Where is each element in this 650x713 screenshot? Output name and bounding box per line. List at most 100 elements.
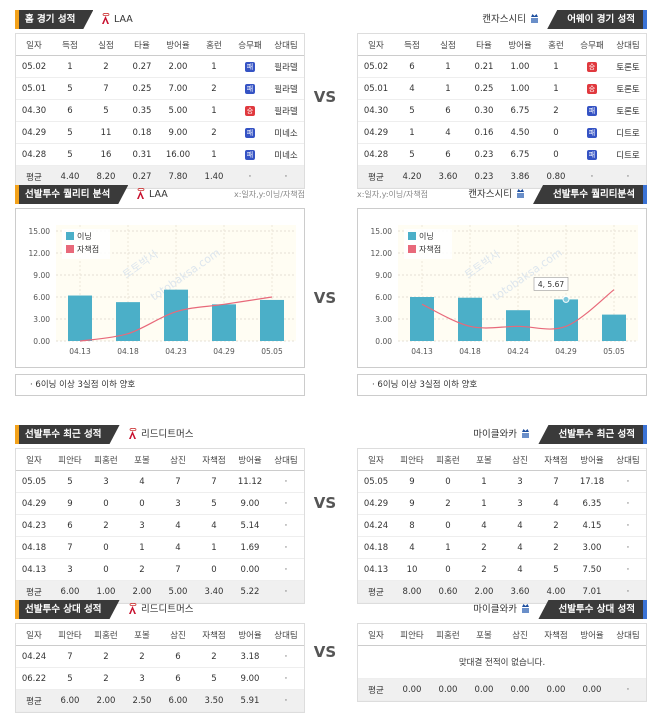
panel-header: 홈 경기 성적 LAA: [15, 10, 305, 29]
logo-crown: [522, 429, 529, 432]
header-team: 캔자스시티: [468, 185, 529, 204]
cell: 0: [88, 492, 124, 515]
cell: 평균: [358, 678, 394, 701]
cell: 9: [52, 492, 88, 515]
cell: 6: [394, 55, 430, 78]
bar: [212, 304, 236, 341]
cell: 2: [466, 536, 502, 559]
cell: 11.12: [232, 470, 268, 493]
panel-header: 선발투수 퀄리티 분석 LAA x:일자,y:이닝/자책점: [15, 185, 305, 204]
cell: 8: [394, 514, 430, 537]
column-header: 피홈런: [430, 449, 466, 471]
table-panel: 어웨이 경기 성적 캔자스시티 일자 득점 실점 타율 방어율 홈런 승무패 상대팀 05.02 6 1…: [357, 10, 647, 189]
cell: 5: [52, 667, 88, 690]
cell: 5.14: [232, 514, 268, 537]
column-header: 방어율: [232, 624, 268, 646]
header-team: 마이클와카: [473, 600, 534, 619]
data-row: 05.01 5 7 0.25 7.00 2 패 필라델: [16, 77, 304, 100]
header-title: 어웨이 경기 성적: [547, 10, 647, 29]
cell: 3: [88, 470, 124, 493]
vs-label: VS: [313, 494, 337, 512]
result-badge: 패: [587, 127, 597, 138]
team-name: 리드디트머스: [141, 429, 194, 440]
cell: 0.30: [466, 99, 502, 122]
data-row: 04.29 9 2 1 3 4 6.35 ·: [358, 492, 646, 515]
vs-label: VS: [313, 643, 337, 661]
cell: 2: [124, 558, 160, 581]
cell: 05.02: [358, 55, 394, 78]
cell: 05.02: [16, 55, 52, 78]
cell: ·: [610, 678, 646, 701]
average-row: 평균 4.20 3.60 0.23 3.86 0.80 · ·: [358, 165, 646, 188]
cell: ·: [268, 514, 304, 537]
cell: 5.91: [232, 689, 268, 712]
cell: 0.31: [124, 143, 160, 166]
cell: 1: [538, 77, 574, 100]
average-row: 평균 0.00 0.00 0.00 0.00 0.00 0.00 ·: [358, 678, 646, 701]
cell: 2: [196, 645, 232, 668]
cell: 05.01: [358, 77, 394, 100]
header-row: 일자 피안타 피홈런 포볼 삼진 자책점 방어율 상대팀: [16, 624, 304, 646]
cell: 11: [88, 121, 124, 144]
cell: ·: [268, 667, 304, 690]
chart-note: · 6이닝 이상 3실점 이하 양호: [357, 374, 647, 396]
column-header: 포볼: [466, 449, 502, 471]
header-team: 리드디트머스: [124, 425, 193, 444]
cell: 1: [430, 55, 466, 78]
header-title: 선발투수 퀄리티 분석: [15, 185, 128, 204]
bar: [602, 314, 626, 341]
cell: ·: [268, 645, 304, 668]
logo-halo: [137, 188, 145, 192]
team-name: LAA: [149, 189, 168, 200]
column-header: 일자: [16, 624, 52, 646]
cell: 평균: [358, 580, 394, 603]
table-box: 일자 피안타 피홈런 포볼 삼진 자책점 방어율 상대팀 04.24 7 2 2 6 2 3.18 · 06.2…: [15, 623, 305, 713]
cell: 0.23: [466, 143, 502, 166]
cell: 3.86: [502, 165, 538, 188]
cell: 5: [52, 143, 88, 166]
result-badge: 패: [245, 61, 255, 72]
data-row: 04.28 5 6 0.23 6.75 0 패 디트로: [358, 143, 646, 166]
cell: 6.00: [52, 689, 88, 712]
cell: 7: [538, 470, 574, 493]
cell: 3: [124, 514, 160, 537]
header-team: 캔자스시티: [482, 10, 543, 29]
cell: 미네소: [268, 121, 304, 144]
result-cell: 패: [574, 143, 610, 166]
header-row: 일자 피안타 피홈런 포볼 삼진 자책점 방어율 상대팀: [16, 449, 304, 471]
panel-header: 선발투수 상대 성적 리드디트머스: [15, 600, 305, 619]
legend-swatch: [408, 232, 416, 240]
data-row: 04.28 5 16 0.31 16.00 1 패 미네소: [16, 143, 304, 166]
cell: 0: [538, 143, 574, 166]
column-header: 피홈런: [88, 624, 124, 646]
x-tick-label: 05.05: [603, 347, 625, 356]
y-tick-label: 9.00: [375, 271, 392, 280]
data-row: 04.29 9 0 0 3 5 9.00 ·: [16, 492, 304, 515]
data-row: 04.30 5 6 0.30 6.75 2 패 토론토: [358, 99, 646, 122]
stats-table: 일자 피안타 피홈런 포볼 삼진 자책점 방어율 상대팀 05.05 5 3 4 7 7 11.12 · 04.…: [16, 449, 304, 603]
legend-swatch: [66, 232, 74, 240]
cell: ·: [268, 580, 304, 603]
cell: ·: [268, 165, 304, 188]
cell: 04.28: [358, 143, 394, 166]
chart-subtitle: x:일자,y:이닝/자책점: [357, 190, 429, 199]
logo-a: [129, 431, 136, 439]
cell: 2: [466, 558, 502, 581]
cell: 0: [196, 558, 232, 581]
chart: 0.00 3.00 6.00 9.00 12.00 15.00 04.13 04.18 04.2…: [371, 225, 638, 356]
team-logo: [517, 189, 524, 198]
cell: 5.00: [160, 99, 196, 122]
column-header: 일자: [16, 34, 52, 56]
cell: 필라델: [268, 77, 304, 100]
cell: 2: [538, 514, 574, 537]
cell: 2.00: [160, 55, 196, 78]
y-tick-label: 9.00: [33, 271, 50, 280]
column-header: 상대팀: [268, 34, 304, 56]
result-cell: 패: [574, 121, 610, 144]
cell: 6.75: [502, 143, 538, 166]
y-tick-label: 0.00: [33, 337, 50, 346]
cell: 1: [466, 492, 502, 515]
header-title: 선발투수 퀄리티분석: [533, 185, 647, 204]
header-title: 선발투수 최근 성적: [15, 425, 120, 444]
